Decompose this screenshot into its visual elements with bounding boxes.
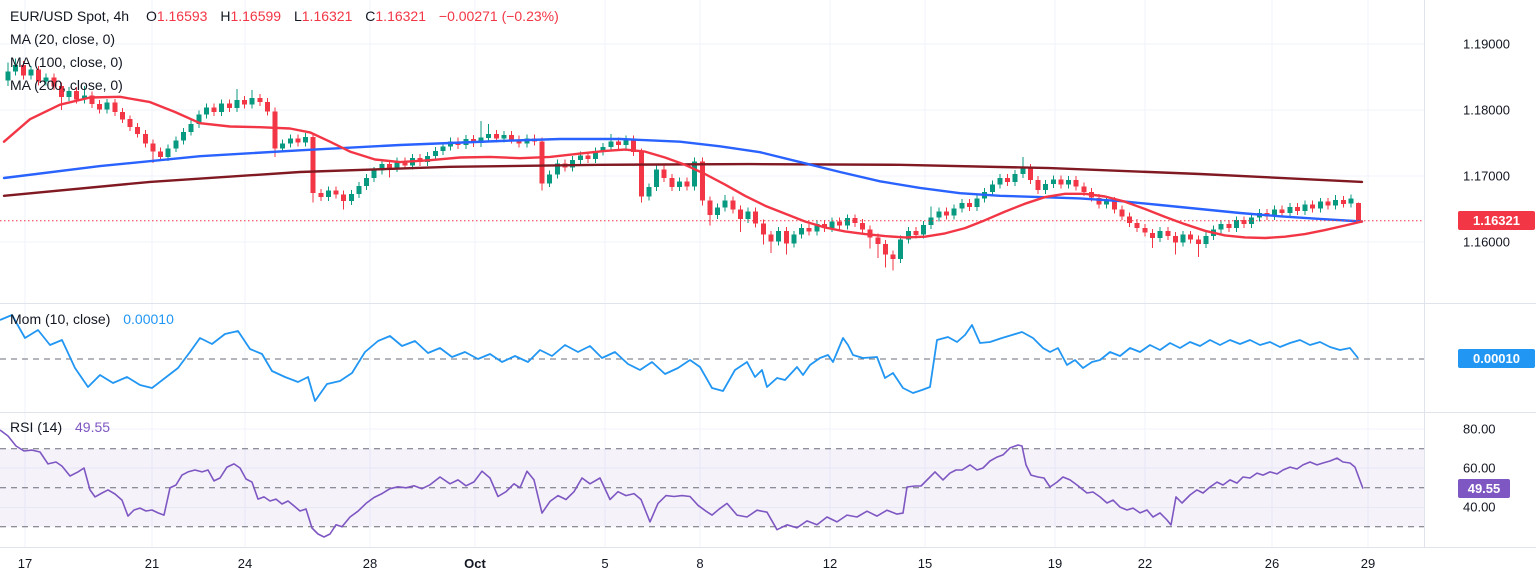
time-tick-5: 5 [601, 556, 609, 571]
price-tick-1.17000: 1.17000 [1463, 168, 1510, 184]
momentum-line [0, 314, 1359, 402]
time-tick-12: 12 [822, 556, 838, 571]
momentum-title: Mom (10, close) [10, 311, 111, 327]
grid-lines [0, 0, 1424, 547]
momentum-legend-row[interactable]: Mom (10, close) 0.00010 [10, 311, 174, 327]
symbol-legend-row[interactable]: EUR/USD Spot, 4h O1.16593 H1.16599 L1.16… [10, 8, 559, 24]
time-tick-24: 24 [237, 556, 253, 571]
rsi-legend-row[interactable]: RSI (14) 49.55 [10, 419, 110, 435]
symbol-title: EUR/USD Spot, 4h [10, 8, 130, 24]
rsi-tick-60.00: 60.00 [1463, 460, 1496, 476]
momentum-value: 0.00010 [123, 311, 174, 327]
price-tick-1.16000: 1.16000 [1463, 234, 1510, 250]
ohlc-low: L1.16321 [293, 8, 353, 24]
time-tick-8: 8 [696, 556, 704, 571]
rsi-band [0, 448, 1424, 527]
momentum-value-badge: 0.00010 [1458, 348, 1535, 368]
rsi-line [0, 429, 1364, 538]
current-price-badge: 1.16321 [1458, 211, 1535, 231]
price-tick-1.19000: 1.19000 [1463, 36, 1510, 52]
candlestick-series[interactable] [5, 58, 1362, 271]
overlay-line-ma100 [2, 137, 1364, 223]
time-tick-21: 21 [144, 556, 160, 571]
rsi-value: 49.55 [75, 419, 111, 435]
time-tick-15: 15 [917, 556, 933, 571]
time-tick-Oct: Oct [464, 556, 486, 571]
price-tick-1.18000: 1.18000 [1463, 102, 1510, 118]
ohlc-close: C1.16321 [365, 8, 426, 24]
ohlc-high: H1.16599 [220, 8, 282, 24]
time-tick-29: 29 [1360, 556, 1376, 571]
rsi-value-badge: 49.55 [1458, 479, 1510, 499]
time-tick-22: 22 [1137, 556, 1153, 571]
time-axis[interactable] [0, 548, 1536, 583]
time-tick-19: 19 [1047, 556, 1063, 571]
ma100-legend-row[interactable]: MA (100, close, 0) [10, 54, 123, 70]
price-axis[interactable] [1425, 0, 1536, 547]
rsi-tick-40.00: 40.00 [1463, 499, 1496, 515]
overlay-line-ma20 [2, 95, 1364, 240]
ohlc-open: O1.16593 [145, 8, 208, 24]
rsi-tick-80.00: 80.00 [1463, 421, 1496, 437]
overlay-line-ma200 [2, 162, 1364, 197]
time-tick-26: 26 [1264, 556, 1280, 571]
time-tick-17: 17 [17, 556, 33, 571]
ma200-legend-row[interactable]: MA (200, close, 0) [10, 77, 123, 93]
ma20-legend-row[interactable]: MA (20, close, 0) [10, 31, 116, 47]
change-value: −0.00271 (−0.23%) [438, 8, 559, 24]
time-tick-28: 28 [362, 556, 378, 571]
rsi-title: RSI (14) [10, 419, 63, 435]
